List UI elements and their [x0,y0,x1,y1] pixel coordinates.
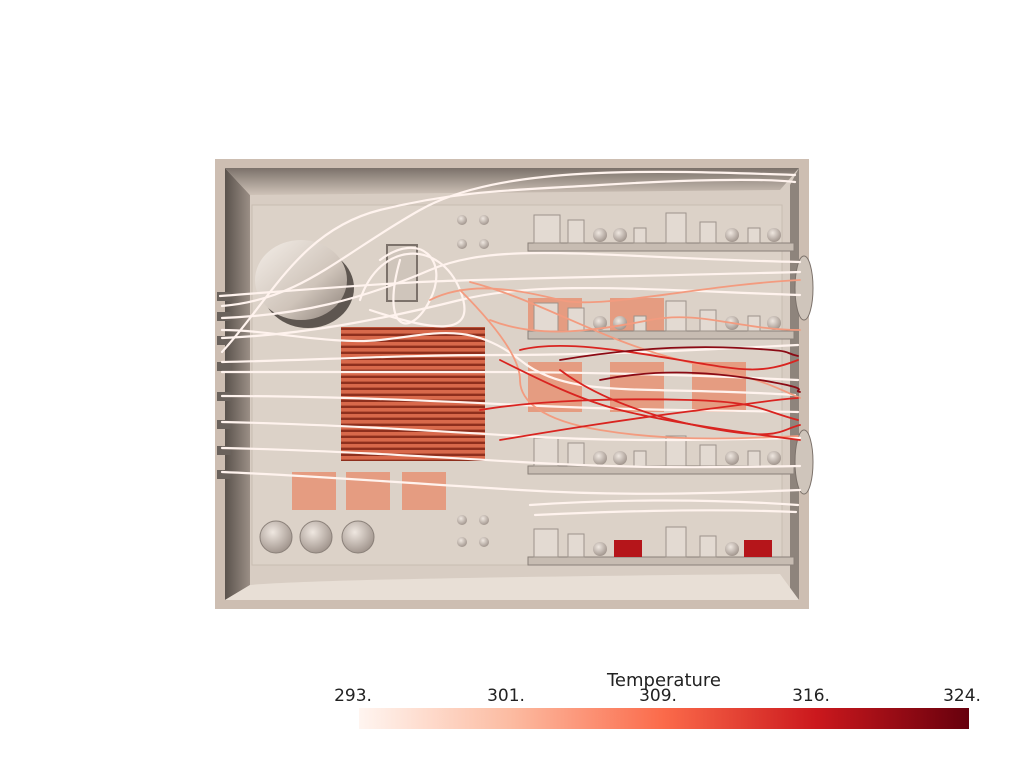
heatsink [341,327,485,461]
enclosure-right-wall [790,168,799,600]
colorbar-tick-4: 324. [943,686,981,706]
streamlines [218,170,802,517]
colorbar-tick-3: 316. [792,686,830,706]
hot-streamlines [479,344,801,441]
component-row-4 [527,526,795,566]
capacitor-row [259,520,375,554]
colorbar-tick-2: 309. [639,686,677,706]
component-row-3 [527,435,795,475]
cfd-visualization [215,159,814,609]
pin-cluster-top [457,215,489,249]
colorbar-gradient [359,708,969,729]
component-row-1 [527,212,795,252]
colorbar-tick-1: 301. [487,686,525,706]
capacitor-cylinder [255,240,347,320]
enclosure-bottom-lip [225,574,799,600]
outlet-fans [794,255,814,495]
enclosure-left-wall [225,168,250,600]
hottest-streamlines [559,346,801,393]
warm-streamlines [429,279,801,440]
colorbar-tick-0: 293. [334,686,372,706]
colorbar-title: Temperature [606,670,722,691]
pin-cluster-bottom [457,515,489,547]
component-row-2 [527,300,795,340]
